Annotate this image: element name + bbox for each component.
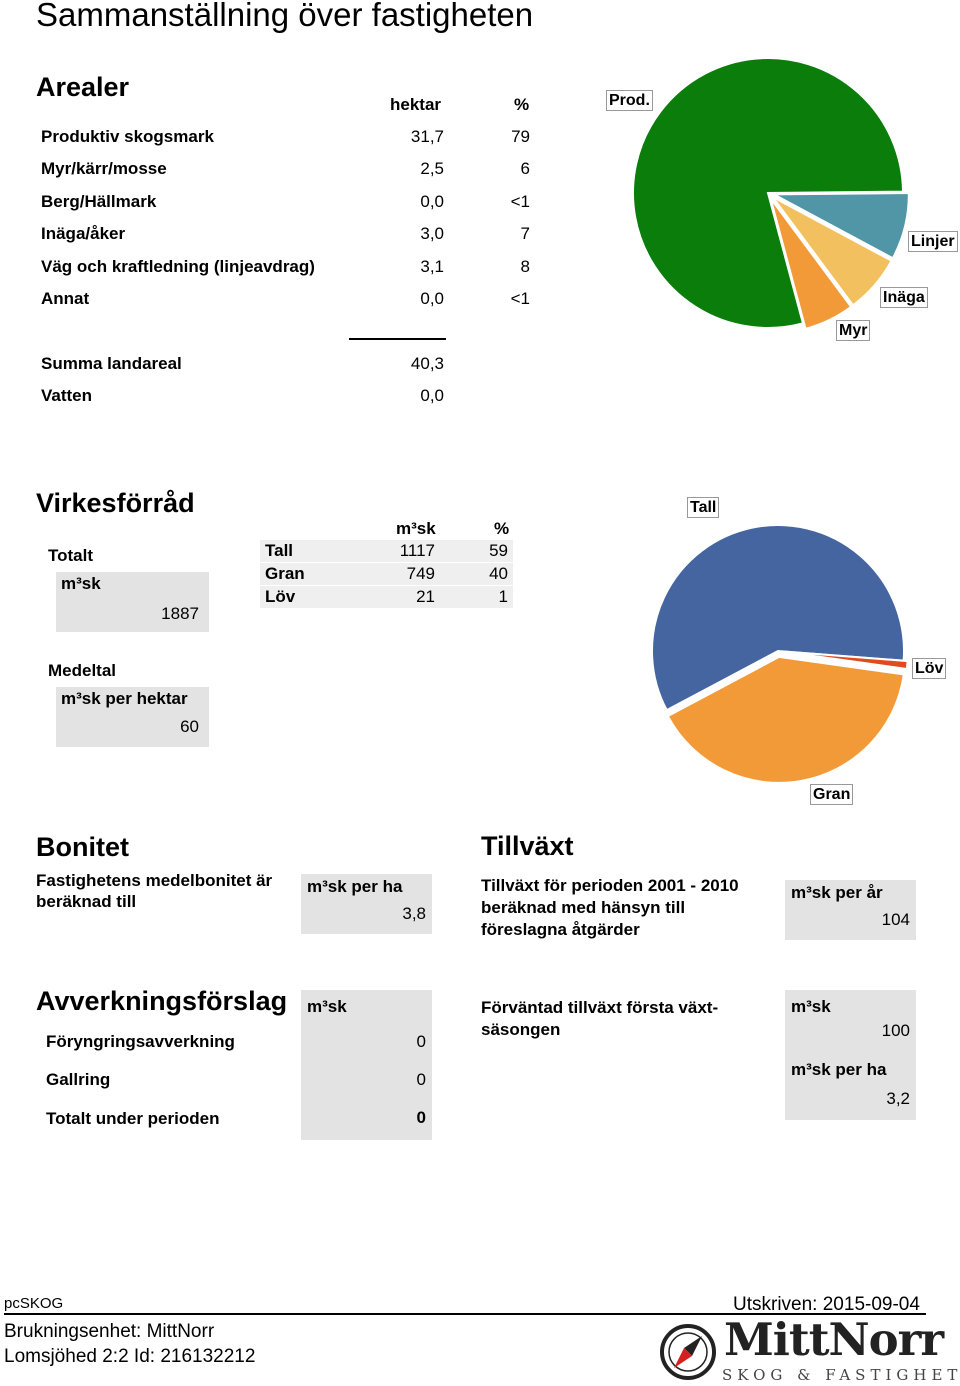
virke-row-label: Gran — [265, 564, 305, 583]
bonitet-unit: m³sk per ha — [307, 877, 403, 896]
pie-label-lov: Löv — [912, 658, 947, 679]
virke-totalt-value: 1887 — [161, 604, 199, 623]
arealer-row-label: Myr/kärr/mosse — [41, 159, 167, 178]
table-row: Tall 1117 59 — [260, 540, 513, 562]
table-row: Löv 21 1 — [260, 586, 513, 608]
virke-row-pct: 40 — [489, 564, 508, 583]
arealer-row-pct: 79 — [511, 127, 530, 146]
footer-divider — [4, 1313, 926, 1315]
medeltal-box: m³sk per hektar 60 — [56, 687, 209, 747]
virke-col-pct: % — [494, 519, 510, 538]
avverkning-box: m³sk 0 0 0 — [301, 990, 432, 1140]
virke-row-label: Tall — [265, 541, 294, 560]
virke-totalt-label: Totalt — [48, 546, 94, 565]
tillvaxt-text: Tillväxt för perioden 2001 - 2010 beräkn… — [481, 876, 739, 939]
virke-row-label: Löv — [265, 587, 296, 606]
pie-slice-inäga — [771, 196, 893, 307]
avverkning-value: 0 — [416, 1070, 426, 1089]
logo-tagline: SKOG & FASTIGHET — [722, 1366, 960, 1384]
virke-col-m3sk: m³sk — [396, 519, 436, 538]
arealer-row-hektar: 0,0 — [420, 192, 444, 211]
pie-slice-gran — [666, 655, 905, 784]
virke-totalt-unit: m³sk — [61, 574, 101, 593]
virke-row-pct: 1 — [498, 587, 508, 606]
tillvaxt-unit: m³sk per år — [791, 883, 883, 902]
arealer-row-hektar: 3,1 — [420, 257, 444, 276]
tillvaxt-value: 104 — [881, 910, 910, 929]
arealer-row-label: Annat — [41, 289, 90, 308]
medeltal-label: Medeltal — [48, 661, 117, 680]
page-title: Sammanställning över fastigheten — [36, 0, 534, 33]
pie-slice-myr — [769, 197, 853, 331]
arealer-heading: Arealer — [36, 72, 130, 102]
arealer-row-hektar: 0,0 — [420, 289, 444, 308]
arealer-col-pct: % — [514, 95, 530, 114]
arealer-row-pct: 7 — [520, 224, 530, 243]
arealer-row-pct: 6 — [520, 159, 530, 178]
virke-row-m3sk: 749 — [406, 564, 435, 583]
forvantad-box: m³sk 100 m³sk per ha 3,2 — [785, 990, 916, 1120]
arealer-row-pct: <1 — [510, 289, 530, 308]
footer-property: Lomsjöhed 2:2 Id: 216132212 — [4, 1346, 256, 1367]
arealer-row-hektar: 2,5 — [420, 159, 444, 178]
avverkning-row-label: Gallring — [46, 1070, 111, 1089]
arealer-row-hektar: 3,0 — [420, 224, 444, 243]
arealer-row-label: Väg och kraftledning (linjeavdrag) — [41, 257, 315, 276]
bonitet-box: m³sk per ha 3,8 — [301, 874, 432, 934]
tillvaxt-box: m³sk per år 104 — [785, 880, 916, 940]
avverkning-heading: Avverkningsförslag — [36, 986, 288, 1016]
pie-label-linjer: Linjer — [908, 231, 958, 252]
forvantad-unit2: m³sk per ha — [791, 1060, 887, 1079]
virke-totalt-box: m³sk 1887 — [56, 572, 209, 632]
avverkning-value: 0 — [416, 1108, 426, 1127]
virke-row-m3sk: 1117 — [399, 541, 435, 560]
pie-slice-tall — [651, 524, 905, 712]
arealer-col-hektar: hektar — [390, 95, 442, 114]
arealer-row-pct: 8 — [520, 257, 530, 276]
bonitet-value: 3,8 — [402, 904, 426, 923]
forvantad-value1: 100 — [881, 1021, 910, 1040]
pie-slice-linjer — [773, 192, 910, 260]
pie-label-inaga: Inäga — [880, 287, 928, 308]
pie-label-tall: Tall — [687, 497, 720, 518]
pie-slice-prod — [632, 57, 905, 329]
logo-name: MittNorr — [724, 1313, 944, 1366]
sum-divider — [349, 338, 446, 340]
virke-row-m3sk: 21 — [416, 587, 435, 606]
footer-printed: Utskriven: 2015-09-04 — [733, 1294, 920, 1315]
tillvaxt-heading: Tillväxt — [481, 831, 574, 861]
compass-icon — [660, 1324, 716, 1380]
arealer-row-label: Inäga/åker — [41, 224, 126, 243]
forvantad-unit1: m³sk — [791, 997, 831, 1016]
footer-unit: Brukningsenhet: MittNorr — [4, 1321, 215, 1342]
avverkning-unit: m³sk — [307, 997, 347, 1016]
footer-app: pcSKOG — [4, 1295, 64, 1312]
virke-heading: Virkesförråd — [36, 488, 195, 518]
water-value: 0,0 — [420, 386, 444, 405]
arealer-row-label: Produktiv skogsmark — [41, 127, 214, 146]
pie-label-gran: Gran — [810, 784, 854, 805]
table-row: Gran 749 40 — [260, 563, 513, 585]
sum-value: 40,3 — [410, 354, 444, 373]
arealer-row-hektar: 31,7 — [410, 127, 444, 146]
forvantad-text: Förväntad tillväxt första växt-säsongen — [481, 998, 719, 1039]
bonitet-text: Fastighetens medelbonitet är beräknad ti… — [36, 871, 273, 911]
avverkning-value: 0 — [416, 1032, 426, 1051]
arealer-row-pct: <1 — [510, 192, 530, 211]
avverkning-row-label: Totalt under perioden — [46, 1109, 220, 1128]
pie-slice-löv — [781, 650, 909, 671]
virke-row-pct: 59 — [489, 541, 508, 560]
forvantad-value2: 3,2 — [886, 1089, 910, 1108]
medeltal-value: 60 — [180, 717, 199, 736]
medeltal-unit: m³sk per hektar — [61, 689, 188, 708]
water-label: Vatten — [41, 386, 93, 405]
avverkning-row-label: Föryngringsavverkning — [46, 1032, 235, 1051]
arealer-row-label: Berg/Hällmark — [41, 192, 157, 211]
sum-label: Summa landareal — [41, 354, 182, 373]
pie-label-prod: Prod. — [606, 90, 653, 111]
bonitet-heading: Bonitet — [36, 832, 129, 862]
pie-label-myr: Myr — [836, 320, 871, 341]
